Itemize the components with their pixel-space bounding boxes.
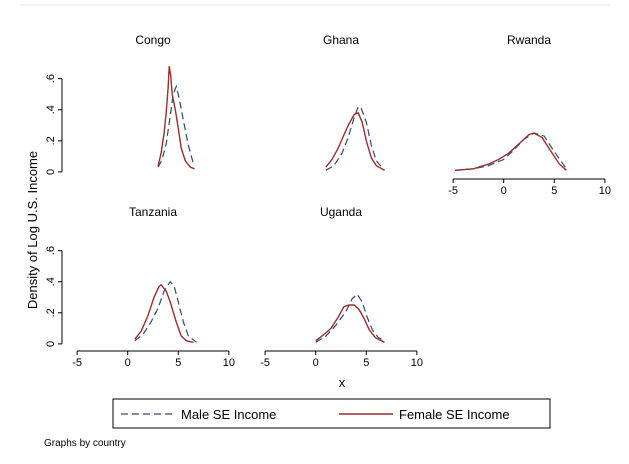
- panel-rwanda: Rwanda -5 0 5 10: [448, 33, 611, 197]
- x-tick-label-tanzania-0: -5: [72, 357, 82, 369]
- x-tick-label-uganda-3: 10: [411, 357, 423, 369]
- panel-title-tanzania: Tanzania: [129, 205, 177, 219]
- panel-title-rwanda: Rwanda: [507, 33, 551, 47]
- series-female-congo: [157, 66, 195, 170]
- series-female-tanzania: [134, 283, 194, 343]
- x-tick-label-uganda-0: -5: [260, 357, 270, 369]
- x-tick-label-tanzania-3: 10: [223, 357, 235, 369]
- y-tick-label-congo-2: .4: [45, 105, 57, 114]
- y-tick-label-congo-1: .2: [45, 136, 57, 145]
- panel-uganda: Uganda -5 0 5 10: [260, 205, 423, 369]
- x-tick-label-rwanda-2: 5: [551, 185, 557, 197]
- legend-box: [112, 398, 551, 429]
- panel-title-congo: Congo: [135, 33, 171, 47]
- series-male-tanzania: [134, 280, 197, 343]
- x-tick-label-tanzania-2: 5: [175, 357, 181, 369]
- y-tick-label-tanzania-3: .6: [45, 246, 57, 255]
- graphs-by-note: Graphs by country: [44, 438, 126, 449]
- panels-group: Congo 0 .2 .4 .6 Ghana Rwanda -5 0 5 10 Tanzania 0 .2…: [45, 33, 611, 369]
- series-male-congo: [157, 84, 195, 168]
- x-tick-label-uganda-2: 5: [363, 357, 369, 369]
- x-tick-label-rwanda-1: 0: [501, 185, 507, 197]
- series-female-ghana: [325, 111, 385, 171]
- legend-label-female: Female SE Income: [399, 407, 510, 422]
- series-female-uganda: [315, 304, 385, 343]
- panel-ghana: Ghana: [323, 33, 385, 171]
- y-tick-label-congo-3: .6: [45, 74, 57, 83]
- x-tick-label-rwanda-0: -5: [448, 185, 458, 197]
- x-tick-label-tanzania-1: 0: [125, 357, 131, 369]
- x-tick-label-rwanda-3: 10: [599, 185, 611, 197]
- x-tick-label-uganda-1: 0: [313, 357, 319, 369]
- panel-title-ghana: Ghana: [323, 33, 359, 47]
- y-axis-title: Density of Log U.S. Income: [25, 151, 40, 309]
- legend: Male SE Income Female SE Income: [112, 398, 551, 429]
- legend-label-male: Male SE Income: [181, 407, 276, 422]
- y-tick-label-congo-0: 0: [45, 169, 57, 175]
- panel-title-uganda: Uganda: [320, 205, 362, 219]
- y-tick-label-tanzania-2: .4: [45, 277, 57, 286]
- panel-congo: Congo 0 .2 .4 .6: [45, 33, 195, 175]
- series-female-rwanda: [455, 132, 567, 171]
- series-male-ghana: [325, 105, 385, 171]
- y-tick-label-tanzania-0: 0: [45, 341, 57, 347]
- panel-tanzania: Tanzania 0 .2 .4 .6 -5 0 5 10: [45, 205, 235, 369]
- y-tick-label-tanzania-1: .2: [45, 308, 57, 317]
- x-axis-title: x: [339, 375, 346, 390]
